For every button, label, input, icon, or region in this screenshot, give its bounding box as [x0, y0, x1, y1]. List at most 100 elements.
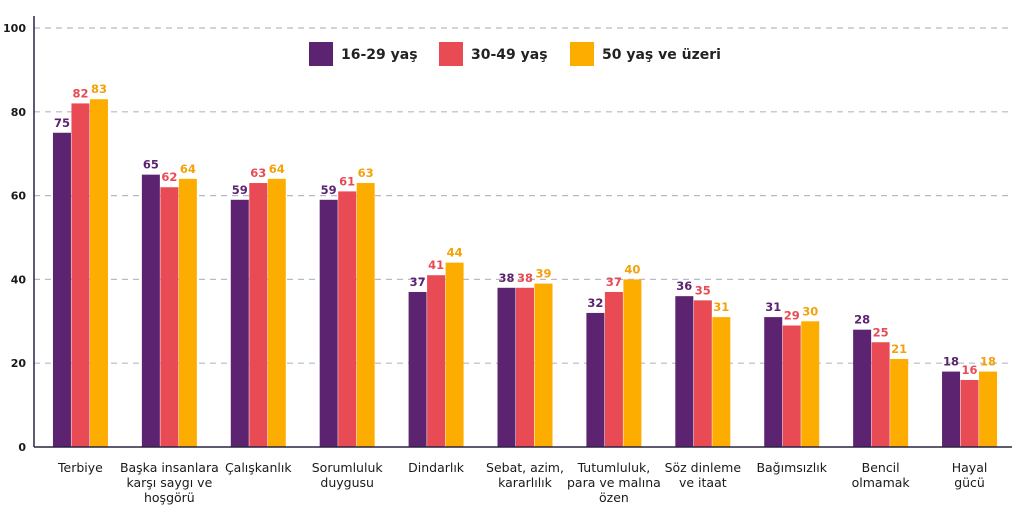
bar — [534, 283, 553, 447]
bar — [782, 325, 801, 447]
data-label: 63 — [250, 166, 266, 180]
data-label: 63 — [358, 166, 374, 180]
bar — [89, 99, 108, 447]
bar — [319, 199, 338, 447]
y-tick-label: 0 — [18, 441, 26, 454]
data-label: 62 — [161, 170, 177, 184]
category-label: Söz dinleme ve itaat — [665, 460, 742, 490]
category-label-line: Sebat, azim, — [486, 460, 564, 475]
y-tick-label: 100 — [3, 22, 26, 35]
category-label-line: kararlılık — [498, 475, 553, 490]
bar — [604, 291, 623, 447]
bar — [675, 296, 694, 447]
data-label: 37 — [410, 275, 426, 289]
bar — [890, 359, 909, 447]
category-label: Sebat, azim, kararlılık — [486, 460, 564, 490]
bar — [712, 317, 731, 447]
category-label-line: Bencil — [862, 460, 900, 475]
bar — [427, 275, 446, 447]
data-label: 30 — [802, 304, 818, 318]
legend: 16-29 yaş 30-49 yaş 50 yaş ve üzeri — [309, 42, 721, 66]
category-label-line: gücü — [954, 475, 985, 490]
y-tick-label: 80 — [11, 106, 27, 119]
bar — [267, 178, 286, 447]
category-label: Başka insanlara karşı saygı ve hoşgörü — [120, 460, 219, 505]
category-label: Terbiye — [57, 460, 103, 475]
data-label: 37 — [606, 275, 622, 289]
data-label: 16 — [962, 363, 978, 377]
data-label: 31 — [765, 300, 781, 314]
category-label-line: özen — [599, 490, 629, 505]
category-label-line: Söz dinleme — [665, 460, 742, 475]
data-label: 18 — [980, 355, 996, 369]
bar — [942, 371, 961, 447]
data-label: 61 — [339, 174, 355, 188]
data-label: 41 — [428, 258, 444, 272]
legend-swatch — [309, 42, 333, 66]
bar — [693, 300, 712, 447]
category-label: Dindarlık — [408, 460, 465, 475]
data-label: 83 — [91, 82, 107, 96]
category-label-line: Tutumluluk, — [577, 460, 651, 475]
data-label: 31 — [713, 300, 729, 314]
category-label: Çalışkanlık — [225, 460, 292, 475]
bar — [801, 321, 820, 447]
data-label: 38 — [517, 271, 533, 285]
category-label-line: duygusu — [320, 475, 374, 490]
bar — [960, 379, 979, 447]
bar — [141, 174, 160, 447]
data-label: 38 — [498, 271, 514, 285]
y-axis-ticks: 0 20 40 60 80 100 — [3, 22, 26, 454]
category-label: Bencil olmamak — [852, 460, 911, 490]
data-label: 75 — [54, 116, 70, 130]
data-label: 64 — [269, 162, 285, 176]
category-label-line: Bağımsızlık — [756, 460, 827, 475]
data-label: 59 — [232, 183, 248, 197]
y-tick-label: 60 — [11, 190, 27, 203]
data-label: 82 — [72, 86, 88, 100]
legend-label: 16-29 yaş — [341, 47, 418, 63]
bar — [516, 287, 534, 447]
bar — [497, 287, 516, 447]
category-label-line: Başka insanlara — [120, 460, 219, 475]
legend-swatch — [570, 42, 594, 66]
category-label-line: para ve malına — [567, 475, 661, 490]
legend-swatch — [439, 42, 463, 66]
data-label: 25 — [873, 325, 889, 339]
legend-label: 50 yaş ve üzeri — [602, 47, 721, 63]
data-label: 64 — [180, 162, 196, 176]
category-label: Sorumluluk duygusu — [312, 460, 384, 490]
data-label: 29 — [784, 308, 800, 322]
data-label: 59 — [321, 183, 337, 197]
bar — [160, 187, 179, 447]
bar — [230, 199, 249, 447]
y-tick-label: 20 — [11, 357, 27, 370]
category-label-line: ve itaat — [679, 475, 727, 490]
data-label: 65 — [143, 158, 159, 172]
category-label: Hayal gücü — [952, 460, 988, 490]
data-label: 32 — [587, 296, 603, 310]
data-label: 28 — [854, 313, 870, 327]
data-label: 35 — [695, 283, 711, 297]
bars — [52, 99, 998, 448]
category-label: Bağımsızlık — [756, 460, 827, 475]
legend-label: 30-49 yaş — [471, 47, 548, 63]
bar — [853, 329, 872, 447]
category-label-line: olmamak — [852, 475, 911, 490]
data-label: 36 — [676, 279, 692, 293]
category-label-line: Sorumluluk — [312, 460, 384, 475]
data-label: 39 — [535, 267, 551, 281]
bar — [408, 291, 427, 447]
bar — [979, 371, 998, 447]
data-label: 18 — [943, 355, 959, 369]
bar — [52, 132, 71, 447]
category-label: Tutumluluk, para ve malına özen — [567, 460, 661, 505]
bar — [445, 262, 464, 447]
data-label: 40 — [624, 262, 640, 276]
data-label: 21 — [891, 342, 907, 356]
bar — [623, 279, 642, 447]
bar — [356, 183, 375, 447]
data-label: 44 — [447, 246, 463, 260]
